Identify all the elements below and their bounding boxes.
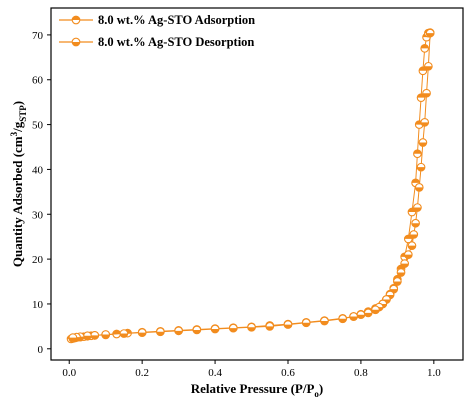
series-desorption <box>68 28 435 342</box>
x-tick-label: 0.2 <box>135 367 149 379</box>
x-axis-title: Relative Pressure (P/Po) <box>191 381 324 399</box>
data-point <box>137 328 147 337</box>
data-point <box>101 330 111 339</box>
data-point <box>83 331 92 341</box>
data-point <box>68 333 78 342</box>
y-tick-label: 60 <box>32 75 44 87</box>
data-point <box>174 326 183 336</box>
legend-marker <box>71 15 81 25</box>
data-point <box>414 183 424 192</box>
data-point <box>400 259 410 268</box>
data-point <box>119 329 129 338</box>
data-point <box>420 117 430 127</box>
data-point <box>411 218 420 228</box>
x-tick-label: 0.8 <box>354 367 368 379</box>
data-point <box>396 268 406 277</box>
data-point <box>413 203 422 212</box>
data-point <box>356 310 366 320</box>
y-tick-label: 20 <box>32 254 44 266</box>
y-tick-label: 50 <box>32 120 44 132</box>
series-line <box>72 33 431 339</box>
legend-label-adsorption: 8.0 wt.% Ag-STO Adsorption <box>98 13 255 27</box>
axis-ticks: 0.0 0.2 0.4 0.6 0.8 1.0 0 10 20 30 40 50 60 70 <box>32 30 441 379</box>
x-tick-label: 0.0 <box>62 367 76 379</box>
legend-label-desorption: 8.0 wt.% Ag-STO Desorption <box>98 35 254 49</box>
legend-entry-desorption: 8.0 wt.% Ag-STO Desorption <box>59 35 254 49</box>
x-tick-label: 1.0 <box>427 367 441 379</box>
y-tick-label: 70 <box>32 30 44 42</box>
data-point <box>210 324 220 334</box>
series-line <box>70 32 431 340</box>
data-point <box>422 88 431 98</box>
data-point <box>90 330 100 340</box>
data-point <box>265 322 275 331</box>
data-point <box>420 44 430 53</box>
data-point <box>301 318 311 328</box>
data-point <box>192 325 202 335</box>
series-adsorption <box>66 28 435 344</box>
y-tick-label: 0 <box>38 344 44 356</box>
data-point <box>416 93 426 103</box>
y-tick-label: 10 <box>32 299 44 311</box>
data-point <box>424 61 433 71</box>
data-point <box>349 312 358 321</box>
data-point <box>403 234 413 244</box>
legend-marker <box>71 37 81 47</box>
data-point <box>418 66 428 76</box>
data-point <box>338 314 348 324</box>
data-point <box>228 323 238 333</box>
x-tick-label: 0.6 <box>281 367 295 379</box>
data-point <box>407 207 417 217</box>
series-layer <box>66 28 435 344</box>
data-point <box>403 250 413 259</box>
data-point <box>363 308 373 318</box>
data-point <box>283 320 293 329</box>
data-point <box>371 305 380 315</box>
data-point <box>393 277 402 286</box>
plot-frame <box>50 7 464 361</box>
x-tick-label: 0.4 <box>208 367 222 379</box>
legend-entry-adsorption: 8.0 wt.% Ag-STO Adsorption <box>59 13 255 27</box>
legend: 8.0 wt.% Ag-STO Adsorption 8.0 wt.% Ag-S… <box>59 13 255 49</box>
data-point <box>425 28 435 38</box>
data-point <box>320 316 329 326</box>
y-tick-label: 40 <box>32 164 44 176</box>
data-point <box>413 149 422 159</box>
data-point <box>418 138 428 147</box>
data-point <box>416 162 426 172</box>
data-point <box>407 241 417 251</box>
y-axis-title: Quantity Adsorbed (cm3/gSTP) <box>9 101 28 267</box>
y-tick-label: 30 <box>32 209 44 221</box>
data-point <box>247 322 256 332</box>
data-point <box>409 230 419 239</box>
data-point <box>156 327 165 337</box>
